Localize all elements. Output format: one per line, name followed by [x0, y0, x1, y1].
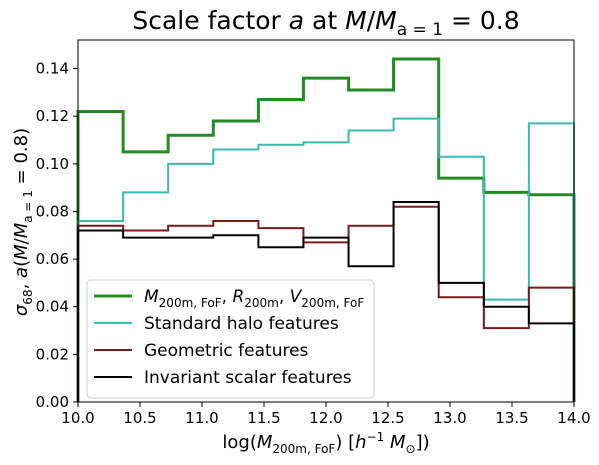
- y-tick-label: 0.02: [36, 345, 69, 363]
- series-line-standard-halo-features: [77, 117, 575, 402]
- x-tick-label: 11.0: [185, 409, 218, 427]
- y-tick-label: 0.06: [36, 250, 69, 268]
- y-tick-label: 0.00: [36, 393, 69, 411]
- legend-box: [86, 279, 375, 399]
- x-tick-label: 12.0: [309, 409, 342, 427]
- x-tick-label: 13.0: [433, 409, 466, 427]
- x-tick-label: 12.5: [371, 409, 404, 427]
- x-axis-label: log(M200m, FoF) [h−1 M⊙]): [222, 430, 429, 456]
- y-tick-label: 0.04: [36, 298, 69, 316]
- legend-label-mass-radius-velocity: M200m, FoF, R200m, V200m, FoF: [144, 287, 364, 310]
- plot-area: [76, 57, 576, 402]
- plot-frame: [77, 39, 575, 403]
- series-line-invariant-scalar-features: [77, 200, 575, 402]
- legend-label-invariant: Invariant scalar features: [144, 368, 352, 388]
- y-axis-ticks: 0.00 0.02 0.04 0.06 0.08 0.10 0.12 0.14: [36, 60, 78, 411]
- legend-label-standard: Standard halo features: [144, 314, 339, 334]
- y-axis-label: σ68, a(M/Ma = 1 = 0.8): [11, 128, 35, 316]
- y-tick-label: 0.12: [36, 107, 69, 125]
- x-tick-label: 10.0: [61, 409, 94, 427]
- x-axis-ticks: 10.0 10.5 11.0 11.5 12.0 12.5 13.0 13.5 14.0: [61, 402, 591, 427]
- chart-title: Scale factor a at M/Ma = 1 = 0.8: [132, 6, 519, 40]
- y-tick-label: 0.10: [36, 155, 69, 173]
- x-tick-label: 11.5: [247, 409, 280, 427]
- x-tick-label: 13.5: [495, 409, 528, 427]
- x-tick-label: 14.0: [557, 409, 590, 427]
- y-tick-label: 0.08: [36, 202, 69, 220]
- series-line-geometric-features: [77, 205, 575, 402]
- x-tick-label: 10.5: [123, 409, 156, 427]
- legend-label-geometric: Geometric features: [144, 341, 309, 361]
- series-line-m-200m-fof-r-200m-v-200m-fof: [76, 57, 576, 402]
- y-tick-label: 0.14: [36, 60, 69, 78]
- legend: M200m, FoF, R200m, V200m, FoF Standard h…: [86, 279, 375, 399]
